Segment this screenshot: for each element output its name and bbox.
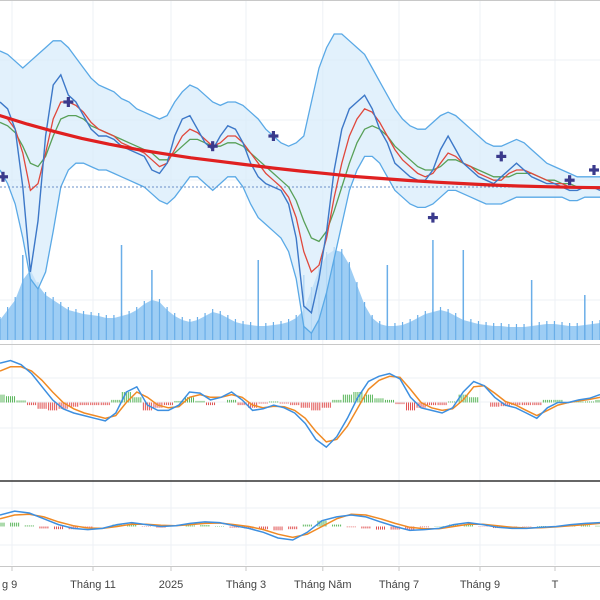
x-tick-label: Tháng 7 <box>379 579 419 591</box>
signal-marker <box>564 175 575 186</box>
panel-frames <box>0 0 600 567</box>
signal-marker-bar-v <box>211 141 215 152</box>
signal-marker <box>207 141 218 152</box>
signal-marker-bar-v <box>592 165 596 175</box>
x-tick-label: Tháng 11 <box>70 579 116 591</box>
signal-marker <box>589 165 599 175</box>
signal-marker <box>63 97 74 107</box>
signal-marker-bar-v <box>66 97 70 107</box>
signal-marker-bar-v <box>499 151 503 162</box>
macd-panel-1 <box>0 359 600 449</box>
x-tick-label: 2025 <box>159 579 183 591</box>
signal-marker <box>427 212 438 223</box>
macd-1-signal-line <box>0 366 600 443</box>
price-panel <box>0 33 600 335</box>
signal-marker-bar-v <box>431 212 435 223</box>
signal-marker-bar-v <box>271 131 276 141</box>
moving-average-fast-line <box>0 101 600 274</box>
macd-panel-2 <box>0 510 600 541</box>
signal-marker <box>0 171 8 182</box>
signal-marker-bar-v <box>568 175 572 186</box>
bollinger-band-fill <box>0 34 600 334</box>
trend-curve <box>0 113 600 190</box>
signal-marker-bar-v <box>1 171 5 182</box>
macd-2-macd-line <box>0 510 600 541</box>
volume-area <box>0 250 600 340</box>
bollinger-lower-line <box>0 155 600 335</box>
bollinger-upper-line <box>0 33 600 178</box>
price-line <box>0 73 600 315</box>
x-axis: g 9 Tháng 11 2025 Tháng 3 Tháng Năm Tháng 7 Th… <box>2 566 559 591</box>
x-tick-label: Tháng Năm <box>294 579 351 591</box>
x-tick-label: Tháng 3 <box>226 579 266 591</box>
x-tick-label: T <box>552 579 559 591</box>
signal-marker <box>496 151 507 162</box>
x-tick-label: g 9 <box>2 579 17 591</box>
x-tick-label: Tháng 9 <box>460 579 500 591</box>
signal-marker <box>268 131 279 141</box>
macd-1-macd-line <box>0 359 600 449</box>
